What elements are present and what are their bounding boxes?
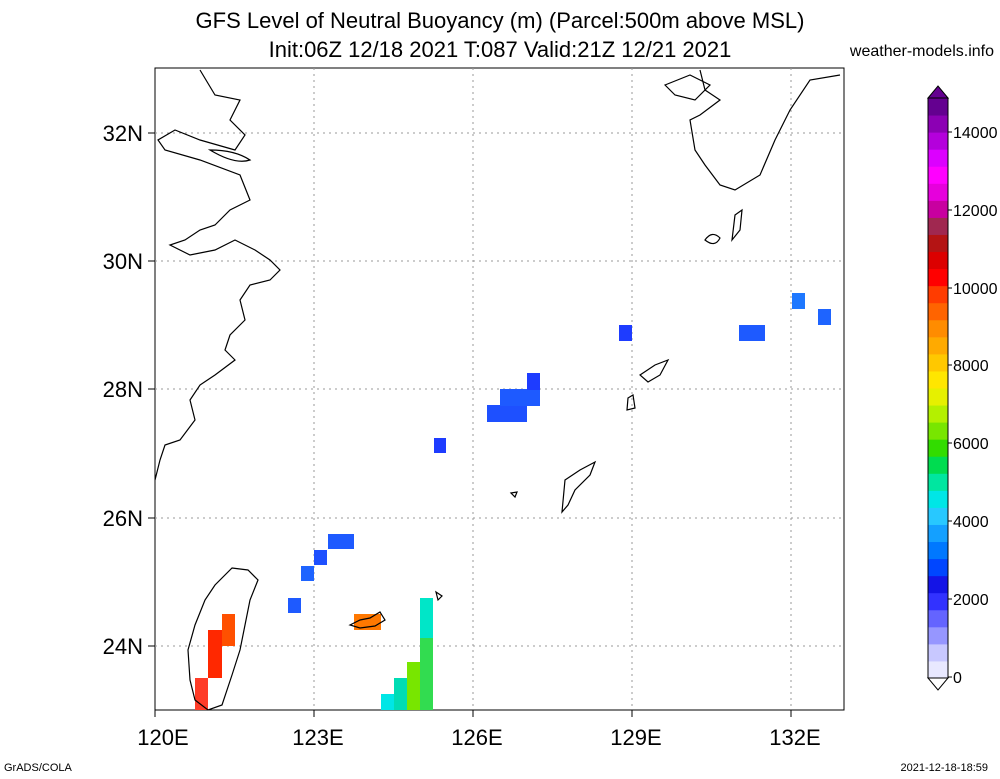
colorbar-swatch (928, 388, 948, 406)
field-cell (288, 598, 301, 613)
colorbar-swatch (928, 490, 948, 508)
colorbar-label: 10000 (953, 281, 998, 298)
colorbar-swatch (928, 405, 948, 423)
colorbar-swatch (928, 353, 948, 372)
colorbar-swatch (928, 302, 948, 321)
chart-title-line1: GFS Level of Neutral Buoyancy (m) (Parce… (195, 8, 805, 33)
field-cell (792, 293, 805, 309)
colorbar-label: 6000 (953, 436, 989, 453)
grid-lines (155, 68, 844, 710)
field-cell (818, 309, 831, 325)
colorbar-swatch (928, 200, 948, 218)
colorbar-swatch (928, 660, 948, 679)
colorbar-frame (927, 97, 949, 679)
field-cell (420, 598, 433, 638)
colorbar-label: 12000 (953, 203, 998, 220)
colorbar-swatch (928, 524, 948, 543)
colorbar-swatch (928, 541, 948, 560)
colorbar-label: 2000 (953, 592, 989, 609)
colorbar-swatch (928, 422, 948, 440)
colorbar-swatch (928, 336, 948, 355)
colorbar-swatch (928, 149, 948, 167)
colorbar-swatch (928, 217, 948, 235)
field-cell (381, 694, 394, 710)
colorbar-swatch (928, 609, 948, 628)
field-cell (301, 566, 314, 581)
field-cell (487, 405, 527, 422)
coast-island (626, 394, 636, 411)
colorbar-label: 8000 (953, 358, 989, 375)
colorbar-label: 14000 (953, 125, 998, 142)
lat-axis: 32N 30N 28N 26N 24N (103, 121, 155, 659)
field-cell (328, 534, 354, 549)
colorbar-swatch (928, 643, 948, 662)
colorbar-swatch (928, 251, 948, 270)
colorbar-labels: 14000 12000 10000 8000 6000 4000 2000 0 (953, 125, 998, 687)
coast-okinawa (561, 460, 597, 514)
lon-tick-label: 132E (769, 725, 820, 750)
colorbar-swatch (928, 319, 948, 338)
field-cells (195, 293, 831, 710)
colorbar-swatch (928, 132, 948, 150)
field-cell (434, 438, 446, 453)
coast-island (704, 233, 721, 245)
colorbar-swatch (928, 456, 948, 474)
coast-island (509, 491, 518, 499)
field-cell (394, 678, 407, 710)
colorbar-swatch (928, 507, 948, 525)
footer-timestamp: 2021-12-18-18:59 (900, 762, 988, 774)
coastlines (154, 69, 841, 711)
field-cell (314, 550, 327, 565)
colorbar-swatch (928, 626, 948, 645)
colorbar (926, 85, 952, 691)
coast-amami (639, 358, 670, 383)
coast-lake (207, 149, 252, 162)
lat-tick-label: 32N (103, 121, 143, 146)
coast-island (731, 208, 743, 243)
field-cell (222, 614, 235, 646)
field-cell (500, 389, 540, 406)
field-cell (739, 325, 765, 341)
chart-title-line2: Init:06Z 12/18 2021 T:087 Valid:21Z 12/2… (268, 37, 732, 62)
colorbar-swatch (928, 473, 948, 491)
colorbar-swatch (928, 370, 948, 389)
coast-island (663, 74, 712, 101)
colorbar-swatch (928, 183, 948, 201)
site-credit: weather-models.info (849, 43, 994, 60)
coast-ishigaki (348, 611, 386, 629)
colorbar-swatch (928, 592, 948, 611)
colorbar-swatch (928, 285, 948, 304)
lat-tick-label: 30N (103, 249, 143, 274)
field-cell (407, 662, 420, 710)
lon-axis: 120E 123E 126E 129E 132E (137, 710, 821, 750)
colorbar-min-arrow (926, 677, 950, 691)
lat-tick-label: 24N (103, 634, 143, 659)
field-cell (208, 630, 222, 678)
coast-island (435, 590, 443, 602)
lat-tick-label: 26N (103, 506, 143, 531)
colorbar-label: 4000 (953, 514, 989, 531)
footer-credit: GrADS/COLA (4, 762, 72, 774)
colorbar-swatch (928, 98, 948, 116)
colorbar-swatch (928, 268, 948, 287)
coast-kyushu (689, 69, 841, 191)
colorbar-swatch (928, 439, 948, 457)
lon-tick-label: 120E (137, 725, 188, 750)
colorbar-max-arrow (926, 85, 950, 99)
colorbar-swatch (928, 558, 948, 577)
colorbar-swatch (928, 115, 948, 133)
colorbar-swatch (928, 166, 948, 184)
lon-tick-label: 129E (610, 725, 661, 750)
coast-china (154, 69, 281, 481)
colorbar-swatch (928, 234, 948, 253)
lon-tick-label: 126E (451, 725, 502, 750)
field-cell (619, 325, 632, 341)
colorbar-label: 0 (953, 670, 962, 687)
lon-tick-label: 123E (292, 725, 343, 750)
coast-taiwan (187, 567, 259, 711)
colorbar-swatch (928, 575, 948, 594)
lat-tick-label: 28N (103, 377, 143, 402)
field-cell (527, 373, 540, 390)
